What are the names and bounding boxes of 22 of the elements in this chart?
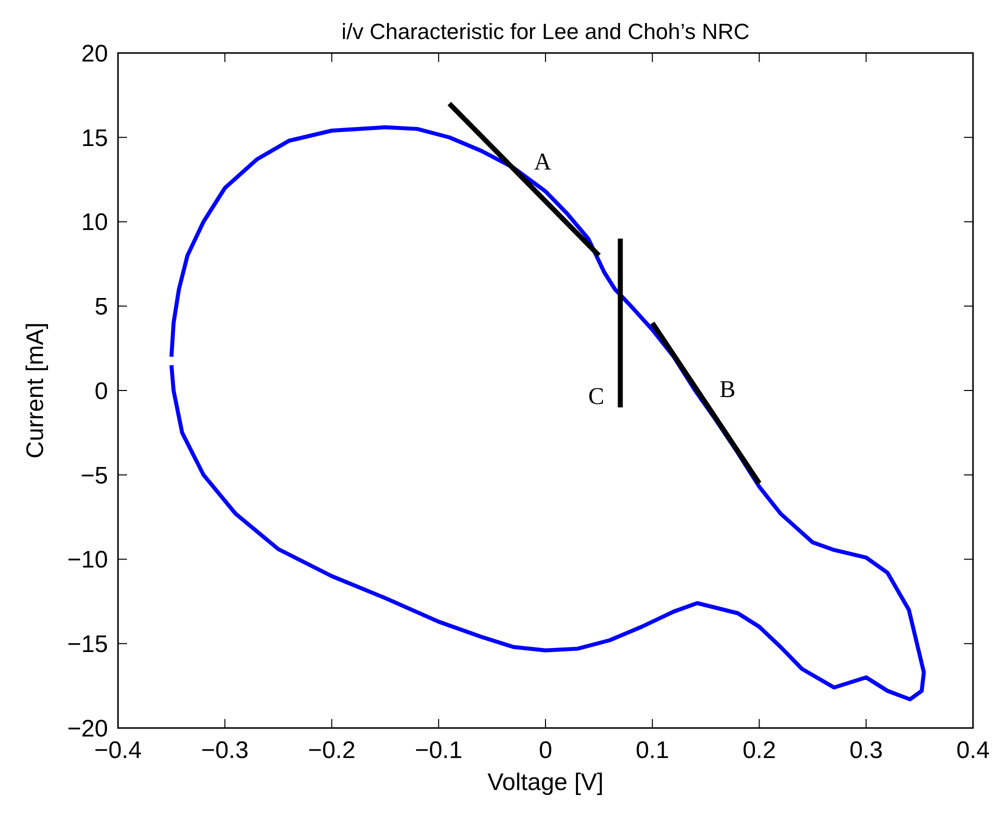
x-axis-title: Voltage [V]	[487, 769, 604, 796]
series-label: B	[719, 377, 736, 404]
x-tick-label: −0.1	[414, 737, 462, 764]
y-tick-label: 20	[81, 40, 108, 68]
y-tick-label: −15	[67, 631, 108, 658]
x-tick-label: −0.3	[201, 737, 249, 764]
y-axis-title: Current [mA]	[22, 322, 49, 459]
y-tick-label: 15	[81, 124, 108, 152]
series-label: C	[588, 384, 604, 410]
x-tick-label: 0.4	[956, 737, 990, 764]
y-tick-label: −5	[80, 462, 108, 490]
y-tick-label: −10	[67, 546, 108, 574]
y-tick-label: 10	[81, 209, 108, 236]
chart-title: i/v Characteristic for Lee and Choh’s NRC	[342, 19, 750, 44]
x-tick-label: 0.3	[849, 737, 883, 764]
y-tick-label: 0	[94, 378, 108, 405]
x-tick-label: 0	[538, 737, 552, 764]
x-tick-label: 0.1	[636, 737, 670, 764]
x-tick-label: 0.2	[742, 737, 776, 764]
y-tick-label: 5	[94, 294, 108, 321]
x-tick-label: −0.2	[308, 737, 356, 764]
series-label: A	[534, 150, 552, 176]
